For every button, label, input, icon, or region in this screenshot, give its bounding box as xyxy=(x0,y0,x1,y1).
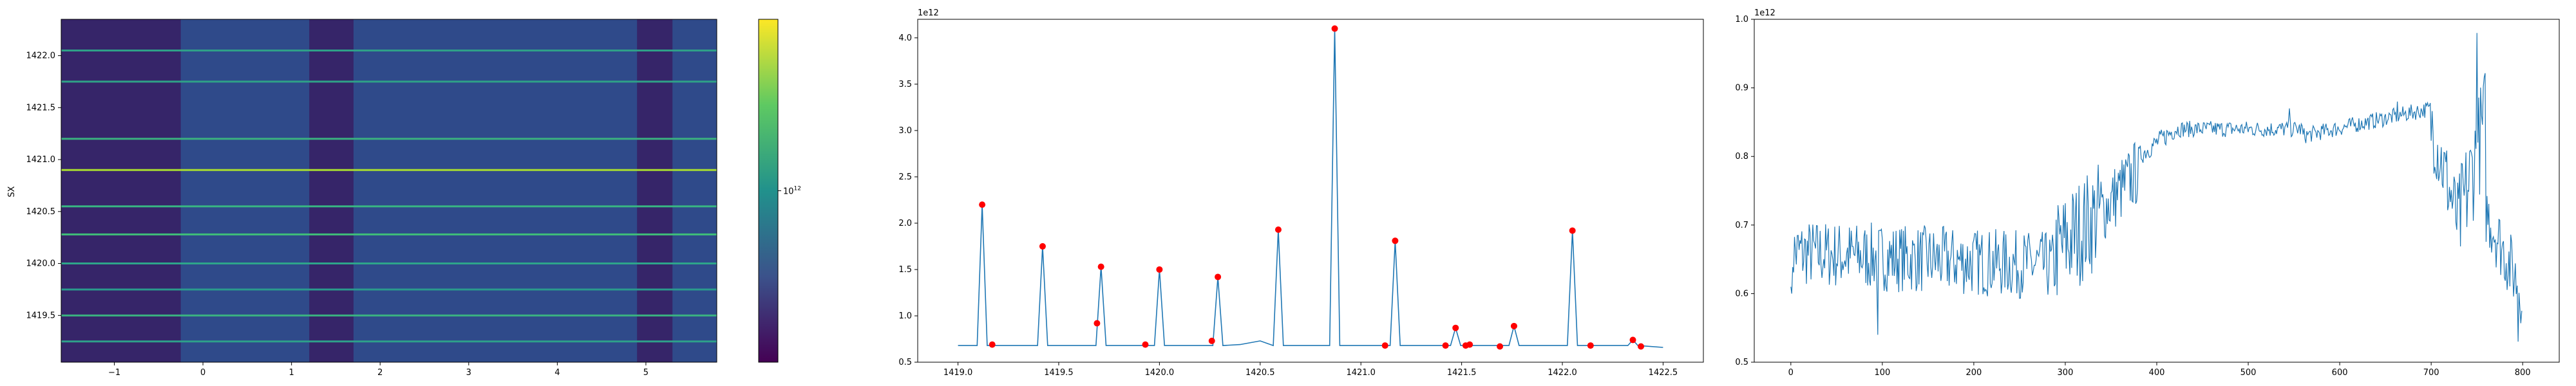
peak-marker xyxy=(1331,25,1338,32)
peak-marker xyxy=(989,341,996,348)
peak-marker xyxy=(1274,226,1282,234)
timeseries-series-line xyxy=(1790,33,2523,342)
peak-marker xyxy=(979,201,986,208)
peak-marker xyxy=(1094,320,1101,327)
peak-marker xyxy=(1638,343,1645,350)
colorbar-tick-label: 1012 xyxy=(783,186,801,197)
x-tick-label: 1422.5 xyxy=(1649,368,1678,378)
y-tick-label: 1420.0 xyxy=(26,259,56,269)
x-tick-label: 300 xyxy=(2058,368,2074,378)
peak-marker xyxy=(1587,342,1594,349)
heatmap-x-axis: −1 0 1 2 3 4 5 xyxy=(108,362,649,378)
x-tick-label: 400 xyxy=(2149,368,2165,378)
x-tick-label: −1 xyxy=(108,368,120,378)
peaks-line-panel: 1419.0 1419.5 1420.0 1420.5 1421.0 1421.5 1422… xyxy=(898,8,1704,378)
x-tick-label: 200 xyxy=(1965,368,1982,378)
heatmap-dark-band xyxy=(61,19,181,362)
timeseries-y-offset-label: 1e12 xyxy=(1754,8,1776,18)
peaks-frame xyxy=(917,19,1704,363)
x-tick-label: 1419.5 xyxy=(1044,368,1074,378)
peak-marker xyxy=(1208,337,1215,344)
timeseries-y-axis: 0.5 0.6 0.7 0.8 0.9 1.0 xyxy=(1735,15,1754,367)
peak-marker xyxy=(1466,341,1473,348)
peaks-y-offset-label: 1e12 xyxy=(918,8,939,18)
peak-marker xyxy=(1215,273,1222,280)
y-tick-label: 0.5 xyxy=(1735,358,1748,367)
peak-marker xyxy=(1510,322,1517,329)
x-tick-label: 0 xyxy=(1788,368,1794,378)
heatmap-dark-band xyxy=(637,19,673,362)
x-tick-label: 1421.5 xyxy=(1447,368,1477,378)
heatmap-panel: −1 0 1 2 3 4 5 1419.51420.01420.51421.01421.51… xyxy=(7,19,801,378)
y-tick-label: 1421.5 xyxy=(26,103,56,113)
y-tick-label: 1419.5 xyxy=(26,311,56,320)
heatmap-frame xyxy=(61,19,717,363)
y-tick-label: 4.0 xyxy=(898,33,912,43)
heatmap-y-axis-label: SX xyxy=(7,186,17,197)
y-tick-label: 1.5 xyxy=(898,265,912,275)
peak-marker xyxy=(1039,243,1046,250)
y-tick-label: 1422.0 xyxy=(26,51,56,61)
peak-marker xyxy=(1569,227,1576,234)
x-tick-label: 500 xyxy=(2240,368,2257,378)
x-tick-label: 1420.5 xyxy=(1245,368,1275,378)
timeseries-plot-area xyxy=(1754,19,2560,363)
y-tick-label: 0.8 xyxy=(1735,152,1748,161)
x-tick-label: 1422.0 xyxy=(1548,368,1577,378)
x-tick-label: 1421.0 xyxy=(1346,368,1376,378)
y-tick-label: 1421.0 xyxy=(26,155,56,165)
y-tick-label: 3.5 xyxy=(898,80,912,89)
y-tick-label: 3.0 xyxy=(898,126,912,136)
peak-marker xyxy=(1097,263,1104,270)
peak-marker xyxy=(1497,343,1504,350)
x-tick-label: 0 xyxy=(200,368,205,378)
x-tick-label: 600 xyxy=(2332,368,2348,378)
heatmap-dark-band xyxy=(309,19,354,362)
x-tick-label: 100 xyxy=(1874,368,1890,378)
heatmap-plot-area xyxy=(61,19,717,363)
peaks-series-line xyxy=(958,28,1663,348)
peaks-x-axis: 1419.0 1419.5 1420.0 1420.5 1421.0 1421.5 1422… xyxy=(943,362,1678,378)
x-tick-label: 1419.0 xyxy=(943,368,973,378)
y-tick-label: 0.7 xyxy=(1735,221,1748,230)
y-tick-label: 1420.5 xyxy=(26,207,56,217)
heatmap-y-axis: 1419.5 1420.0 1420.5 1421.0 1421.5 1422.0 xyxy=(26,51,61,320)
y-tick-label: 0.9 xyxy=(1735,84,1748,93)
x-tick-label: 700 xyxy=(2423,368,2439,378)
x-tick-label: 3 xyxy=(466,368,471,378)
peaks-plot-area xyxy=(917,19,1704,363)
x-tick-label: 1420.0 xyxy=(1145,368,1175,378)
y-tick-label: 2.5 xyxy=(898,172,912,182)
timeseries-line-panel: 0 100 200 300 400 500 600 700 800 0.50.60.70.80.… xyxy=(1735,8,2560,378)
x-tick-label: 1 xyxy=(289,368,294,378)
y-tick-label: 1.0 xyxy=(898,311,912,321)
peak-marker xyxy=(1392,237,1399,244)
peak-marker xyxy=(1629,336,1636,344)
x-tick-label: 2 xyxy=(377,368,383,378)
x-tick-label: 4 xyxy=(554,368,560,378)
peak-marker xyxy=(1142,341,1149,348)
y-tick-label: 1.0 xyxy=(1735,15,1748,24)
peak-marker xyxy=(1381,342,1388,349)
x-tick-label: 800 xyxy=(2515,368,2531,378)
timeseries-x-axis: 0 100 200 300 400 500 600 700 800 xyxy=(1788,362,2531,378)
x-tick-label: 5 xyxy=(643,368,649,378)
peak-marker xyxy=(1156,266,1163,273)
y-tick-label: 2.0 xyxy=(898,219,912,228)
peak-marker xyxy=(1452,324,1459,331)
peaks-y-axis: 0.5 1.0 1.5 2.0 2.5 3.0 3.5 4.0 xyxy=(898,33,918,367)
heatmap-colorbar: 1012 xyxy=(758,19,801,363)
peak-marker xyxy=(1442,342,1449,349)
colorbar-gradient xyxy=(758,19,779,363)
y-tick-label: 0.5 xyxy=(898,358,912,367)
y-tick-label: 0.6 xyxy=(1735,289,1748,299)
timeseries-frame xyxy=(1754,19,2560,363)
